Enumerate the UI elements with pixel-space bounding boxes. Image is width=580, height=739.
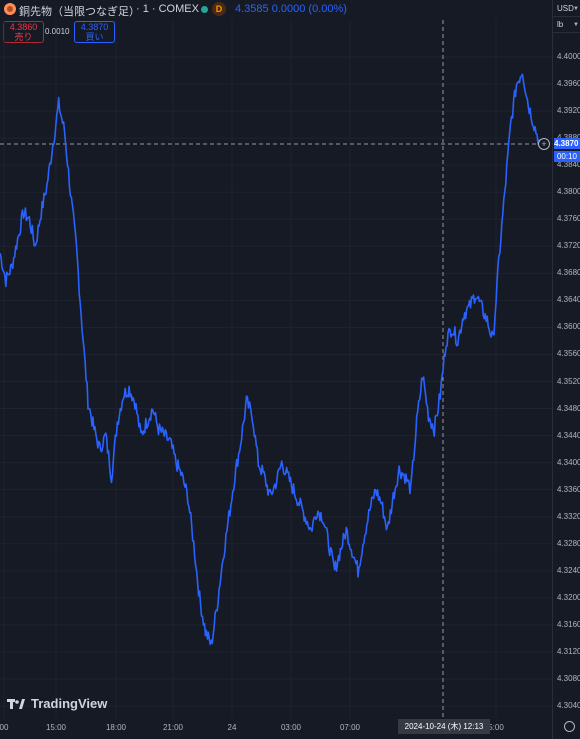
x-tick-label: 18:00 [105, 723, 127, 732]
data-badge[interactable]: D [212, 2, 226, 16]
x-tick-label: 21:00 [162, 723, 184, 732]
interval-exchange[interactable]: · 1 · COMEX [136, 3, 199, 15]
bar-countdown: 00:10 [554, 151, 580, 162]
last-quote: 4.3585 0.0000 (0.00%) [235, 3, 347, 15]
spread-value: 0.0010 [45, 27, 70, 36]
sell-price: 4.3860 [9, 22, 38, 32]
axis-divider [553, 16, 580, 17]
crosshair-time-label: 2024-10-24 (木) 12:13 [398, 719, 490, 734]
x-tick-label: 15:00 [45, 723, 67, 732]
y-tick-label: 4.3080 [557, 673, 580, 683]
y-tick-label: 4.3960 [557, 79, 580, 89]
y-tick-label: 4.3320 [557, 511, 580, 521]
y-tick-label: 4.3160 [557, 619, 580, 629]
y-tick-label: 4.3200 [557, 592, 580, 602]
y-tick-label: 4.3480 [557, 403, 580, 413]
y-tick-label: 4.3520 [557, 376, 580, 386]
y-tick-label: 4.3680 [557, 268, 580, 278]
copper-icon [4, 3, 16, 15]
brand-name: TradingView [31, 696, 108, 711]
y-tick-label: 4.4000 [557, 52, 580, 61]
chevron-down-icon: ▼ [573, 22, 579, 28]
x-tick-label: 24 [227, 723, 237, 732]
current-price-label: 4.3870 [554, 138, 580, 149]
y-tick-label: 4.3600 [557, 322, 580, 332]
buy-price: 4.3870 [80, 22, 109, 32]
y-tick-label: 4.3360 [557, 484, 580, 494]
y-tick-label: 4.3720 [557, 241, 580, 251]
chart-header: 銅先物（当限つなぎ足） · 1 · COMEX D 4.3585 0.0000 … [0, 0, 580, 20]
chevron-down-icon: ▼ [573, 6, 579, 12]
gear-icon[interactable] [564, 721, 575, 732]
buy-button[interactable]: 4.3870 買い [74, 21, 115, 43]
y-tick-label: 4.3800 [557, 187, 580, 197]
x-tick-label: 5:00 [488, 723, 504, 732]
price-line [0, 73, 541, 646]
x-tick-label: 07:00 [339, 723, 361, 732]
y-tick-label: 4.3920 [557, 106, 580, 116]
y-tick-label: 4.3040 [557, 701, 580, 710]
x-tick-label: 00 [0, 723, 9, 732]
add-alert-icon[interactable]: + [538, 138, 550, 150]
y-tick-label: 4.3640 [557, 295, 580, 305]
y-tick-label: 4.3560 [557, 349, 580, 359]
buy-label: 買い [85, 32, 104, 42]
sell-label: 売り [14, 32, 33, 42]
y-tick-label: 4.3120 [557, 646, 580, 656]
price-axis[interactable] [552, 0, 580, 739]
y-tick-label: 4.3880 [557, 133, 580, 142]
y-tick-label: 4.3840 [557, 160, 580, 170]
y-tick-label: 4.3240 [557, 565, 580, 575]
y-tick-label: 4.3400 [557, 457, 580, 467]
y-tick-label: 4.3280 [557, 538, 580, 548]
y-tick-label: 4.3760 [557, 214, 580, 224]
currency-selector[interactable]: USD [557, 4, 574, 13]
tradingview-logo-icon [7, 699, 25, 709]
symbol-title[interactable]: 銅先物（当限つなぎ足） [19, 6, 140, 18]
market-status-icon [201, 6, 208, 13]
y-tick-label: 4.3440 [557, 430, 580, 440]
unit-selector[interactable]: lb [557, 20, 564, 29]
x-tick-label: 03:00 [280, 723, 302, 732]
axis-divider [553, 32, 580, 33]
